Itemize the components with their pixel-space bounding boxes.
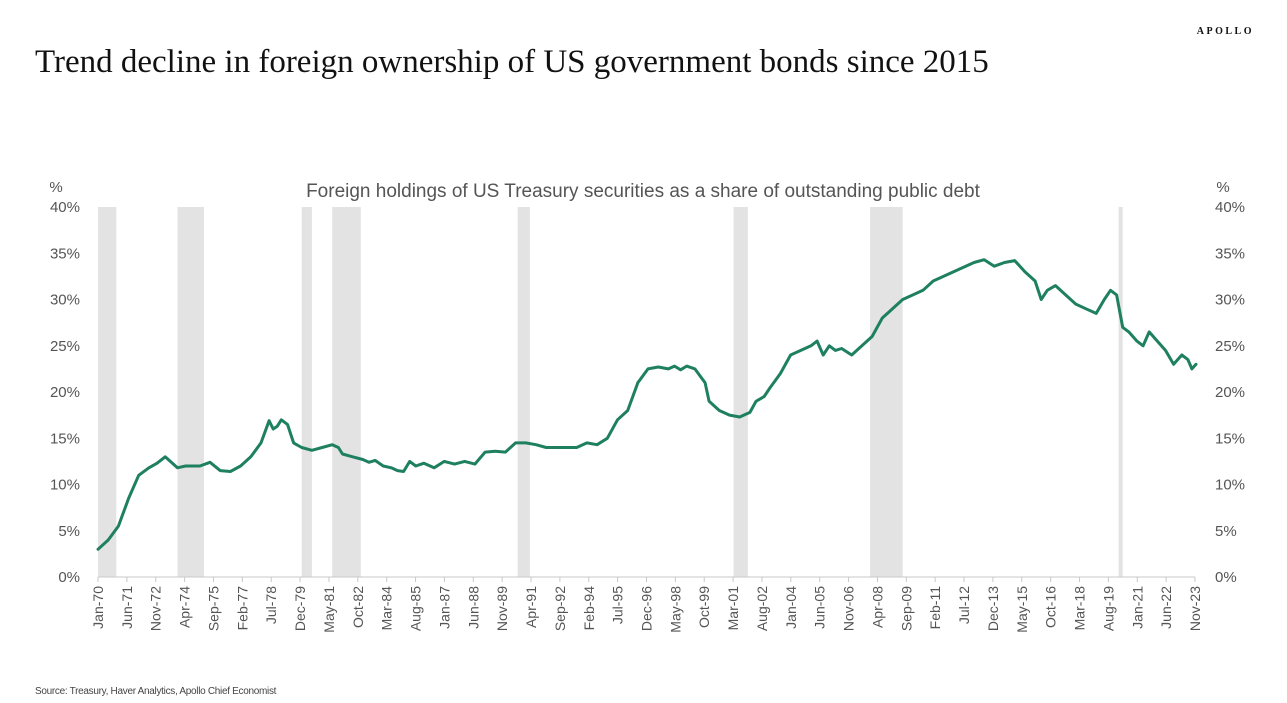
y-tick-left-0: 0% (58, 569, 80, 586)
x-tick-label-31: Dec-13 (985, 586, 1001, 631)
recession-band-4 (517, 207, 530, 577)
x-tick-label-24: Jan-04 (783, 586, 799, 629)
recession-band-1 (177, 207, 204, 577)
x-tick-label-3: Apr-74 (177, 586, 193, 628)
y-tick-left-2: 10% (50, 477, 80, 494)
x-tick-label-1: Jun-71 (119, 586, 135, 629)
chart-title: Foreign holdings of US Treasury securiti… (306, 181, 981, 202)
x-tick-label-5: Feb-77 (234, 586, 250, 631)
recession-band-6 (870, 207, 903, 577)
y-tick-right-3: 15% (1215, 430, 1245, 447)
recession-band-2 (301, 207, 312, 577)
x-tick-label-10: Mar-84 (379, 586, 395, 631)
x-tick-label-35: Aug-19 (1100, 586, 1116, 631)
recession-band-7 (1118, 207, 1123, 577)
y-tick-left-7: 35% (50, 245, 80, 262)
x-tick-label-34: Mar-18 (1072, 586, 1088, 631)
y-axis-right: 0% 5% 10% 15% 20% 25% 30% 35% 40% (1215, 199, 1245, 586)
x-tick-label-18: Jul-95 (610, 586, 626, 624)
x-axis: Jan-70 Jun-71 Nov-72 Apr-74 Sep-75 Feb-77 Jul-… (90, 577, 1203, 633)
x-tick-label-14: Nov-89 (494, 586, 510, 631)
y-tick-right-0: 0% (1215, 569, 1237, 586)
y-tick-right-6: 30% (1215, 292, 1245, 309)
x-tick-label-19: Dec-96 (639, 586, 655, 631)
y-tick-right-1: 5% (1215, 523, 1237, 540)
y-tick-left-1: 5% (58, 523, 80, 540)
x-tick-label-6: Jul-78 (263, 586, 279, 624)
x-tick-label-25: Jun-05 (812, 586, 828, 629)
x-tick-label-36: Jan-21 (1129, 586, 1145, 629)
y-tick-left-6: 30% (50, 292, 80, 309)
x-tick-label-7: Dec-79 (292, 586, 308, 631)
y-tick-right-8: 40% (1215, 199, 1245, 216)
source-note: Source: Treasury, Haver Analytics, Apoll… (35, 686, 277, 697)
y-tick-right-4: 20% (1215, 384, 1245, 401)
x-tick-label-33: Oct-16 (1043, 586, 1059, 628)
x-tick-label-21: Oct-99 (696, 586, 712, 628)
x-tick-label-28: Sep-09 (898, 586, 914, 631)
x-tick-label-27: Apr-08 (869, 586, 885, 628)
series-line-foreign-holdings (96, 258, 1198, 551)
x-tick-label-32: May-15 (1014, 586, 1030, 633)
y-axis-left: 0% 5% 10% 15% 20% 25% 30% 35% 40% (50, 199, 80, 586)
x-tick-label-16: Sep-92 (552, 586, 568, 631)
y-tick-right-7: 35% (1215, 245, 1245, 262)
x-tick-label-38: Nov-23 (1187, 586, 1203, 631)
y-tick-right-5: 25% (1215, 338, 1245, 355)
y-tick-left-3: 15% (50, 430, 80, 447)
brand-logo: APOLLO (1196, 26, 1254, 37)
y-axis-right-label: % (1216, 179, 1229, 196)
x-tick-label-2: Nov-72 (148, 586, 164, 631)
y-tick-left-8: 40% (50, 199, 80, 216)
x-tick-label-20: May-98 (667, 586, 683, 633)
recession-bands (98, 207, 1123, 577)
y-tick-left-4: 20% (50, 384, 80, 401)
x-tick-label-30: Jul-12 (956, 586, 972, 624)
x-tick-label-8: May-81 (321, 586, 337, 633)
x-tick-label-26: Nov-06 (841, 586, 857, 631)
y-axis-left-label: % (49, 179, 62, 196)
x-tick-label-23: Aug-02 (754, 586, 770, 631)
x-tick-label-9: Oct-82 (350, 586, 366, 628)
x-tick-label-22: Mar-01 (725, 586, 741, 631)
recession-band-5 (733, 207, 748, 577)
x-tick-label-4: Sep-75 (205, 586, 221, 631)
x-tick-label-11: Aug-85 (408, 586, 424, 631)
recession-band-3 (332, 207, 361, 577)
x-tick-label-29: Feb-11 (927, 586, 943, 630)
x-tick-label-0: Jan-70 (90, 586, 106, 629)
x-tick-label-12: Jan-87 (436, 586, 452, 629)
x-tick-label-37: Jun-22 (1158, 586, 1174, 629)
recession-band-0 (98, 207, 117, 577)
y-tick-left-5: 25% (50, 338, 80, 355)
x-tick-label-13: Jun-88 (465, 586, 481, 629)
page-title: Trend decline in foreign ownership of US… (35, 44, 989, 80)
x-tick-label-15: Apr-91 (523, 586, 539, 628)
y-tick-right-2: 10% (1215, 477, 1245, 494)
x-tick-label-17: Feb-94 (581, 586, 597, 631)
